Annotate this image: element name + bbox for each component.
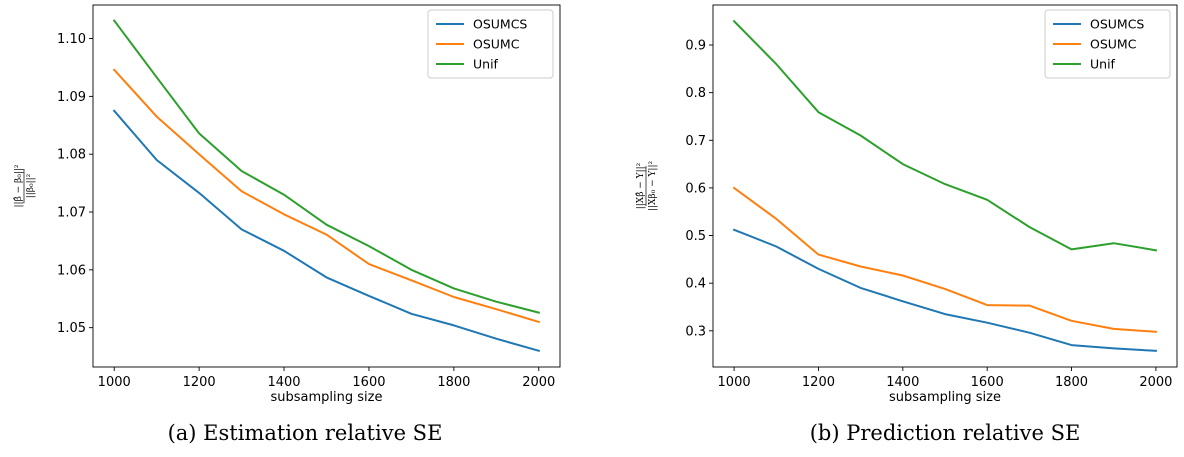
series-line-unif — [732, 19, 1158, 252]
y-tick-label: 0.3 — [685, 324, 706, 339]
legend-label-osumc: OSUMC — [1090, 37, 1137, 52]
y-tick-label: 0.6 — [685, 181, 706, 196]
y-tick-label: 0.8 — [685, 86, 706, 101]
legend: OSUMCS OSUMC Unif — [1044, 9, 1171, 79]
y-axis-label-denominator: ||Xβ₀ − Y||² — [648, 161, 658, 212]
figure-caption: (b) Prediction relative SE — [810, 421, 1081, 445]
series-line-osumc — [732, 186, 1157, 333]
y-tick-label: 1.07 — [57, 206, 86, 221]
panel-prediction: 1000 1200 1400 1600 1800 2000 0.3 0.4 0.5 0.6 0.7 0… — [635, 4, 1178, 445]
series-line-osumc — [112, 68, 541, 324]
y-tick-label: 1.10 — [57, 32, 86, 47]
x-tick-label: 2000 — [1139, 375, 1172, 390]
x-tick-label: 1200 — [183, 375, 216, 390]
x-tick-label: 1400 — [267, 375, 300, 390]
x-tick-label: 1800 — [437, 375, 470, 390]
figure-caption: (a) Estimation relative SE — [168, 421, 443, 445]
y-tick-label: 0.4 — [685, 277, 706, 292]
legend-label-osumcs: OSUMCS — [473, 17, 527, 32]
series-line-osumcs — [112, 109, 541, 353]
x-tick-label: 1000 — [718, 375, 751, 390]
legend-label-osumc: OSUMC — [473, 37, 520, 52]
y-axis-label: ||β̂ − β₀||² ||β₀||² — [13, 164, 36, 207]
series-line-unif — [112, 19, 541, 314]
series-line-osumcs — [732, 228, 1157, 352]
legend-box — [427, 9, 554, 79]
x-tick-label: 2000 — [522, 375, 555, 390]
legend-box — [1044, 9, 1171, 79]
y-axis-label-numerator: ||β̂ − β₀||² — [13, 164, 24, 207]
y-tick-label: 1.08 — [57, 148, 86, 163]
legend-label-osumcs: OSUMCS — [1090, 17, 1144, 32]
legend: OSUMCS OSUMC Unif — [427, 9, 554, 79]
axes-frame — [712, 4, 1178, 368]
y-axis-label-numerator: ||Xβ̂ − Y||² — [635, 162, 646, 209]
x-axis-label: subsampling size — [889, 390, 1001, 405]
y-tick-label: 0.5 — [685, 229, 706, 244]
y-tick-label: 0.9 — [685, 39, 706, 54]
y-tick-label: 1.09 — [57, 90, 86, 105]
legend-label-unif: Unif — [1090, 57, 1116, 72]
axes-frame — [92, 4, 561, 368]
x-tick-label: 1600 — [352, 375, 385, 390]
y-tick-label: 1.05 — [57, 321, 86, 336]
y-axis-label: ||Xβ̂ − Y||² ||Xβ₀ − Y||² — [635, 161, 658, 212]
x-tick-label: 1400 — [886, 375, 919, 390]
x-tick-label: 1200 — [802, 375, 835, 390]
x-tick-label: 1000 — [98, 375, 131, 390]
legend-label-unif: Unif — [473, 57, 499, 72]
x-axis-label: subsampling size — [271, 390, 383, 405]
x-tick-label: 1600 — [971, 375, 1004, 390]
y-tick-label: 1.06 — [57, 263, 86, 278]
y-axis-label-denominator: ||β₀||² — [26, 173, 36, 198]
y-tick-label: 0.7 — [685, 134, 706, 149]
x-tick-label: 1800 — [1055, 375, 1088, 390]
panel-estimation: 1000 1200 1400 1600 1800 2000 1.05 1.06 1.07 1.08… — [13, 4, 561, 445]
